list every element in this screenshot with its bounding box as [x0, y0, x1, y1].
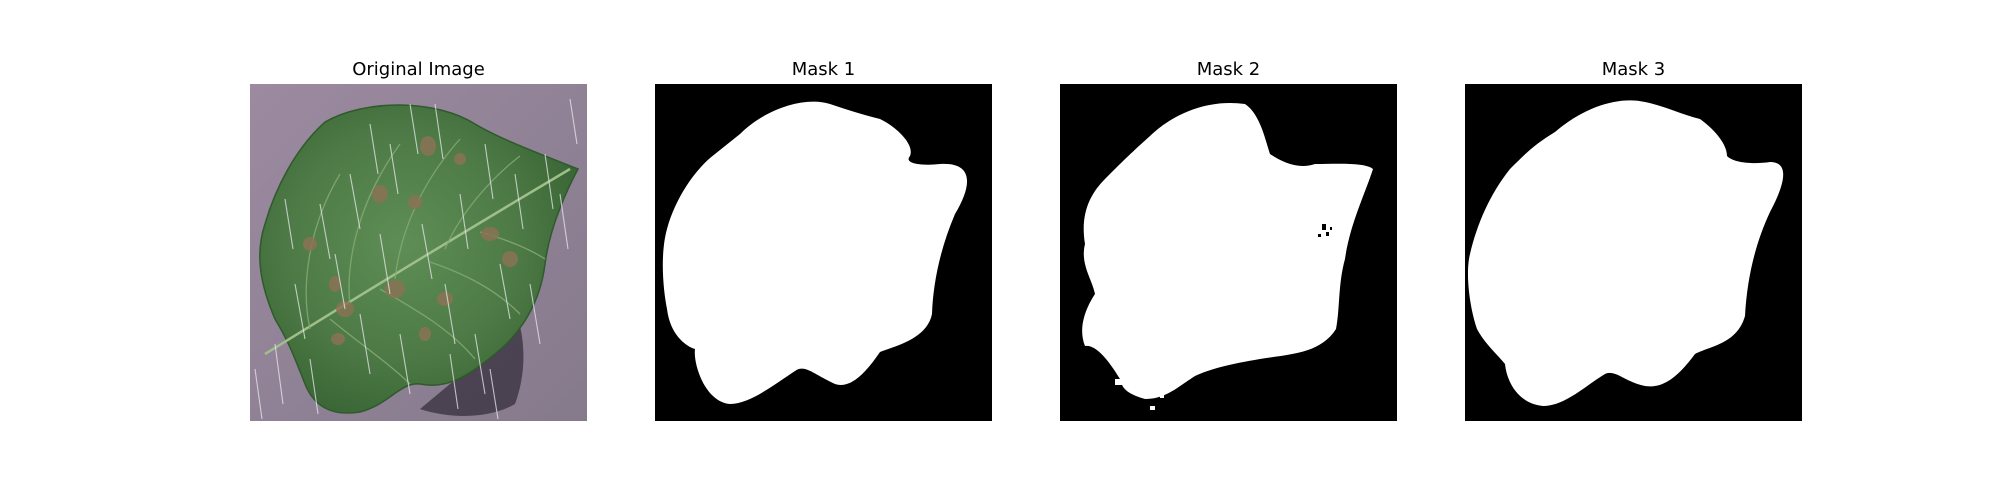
mask-region	[1082, 102, 1373, 399]
panel-title: Mask 3	[1601, 59, 1666, 80]
mask-image	[1465, 84, 1802, 421]
leaf-spots	[303, 136, 518, 345]
panel-mask-3: Mask 3	[1465, 0, 1802, 500]
panel-title: Mask 1	[791, 59, 856, 80]
mask-hole	[1263, 108, 1329, 157]
panel-original-image: Original Image	[250, 0, 587, 500]
panel-title: Original Image	[352, 59, 485, 80]
leaf-midrib	[264, 167, 571, 356]
mask-image	[655, 84, 992, 421]
panel-mask-2: Mask 2	[1060, 0, 1397, 500]
mask-image	[1060, 84, 1397, 421]
rain-streaks	[254, 98, 578, 420]
leaf-photo	[250, 84, 587, 421]
mask-region	[1467, 100, 1784, 406]
mask-speckle	[1318, 224, 1332, 237]
mask-fragments	[1115, 309, 1164, 410]
panel-mask-1: Mask 1	[655, 0, 992, 500]
panel-title: Mask 2	[1196, 59, 1261, 80]
mask-region	[662, 101, 968, 404]
